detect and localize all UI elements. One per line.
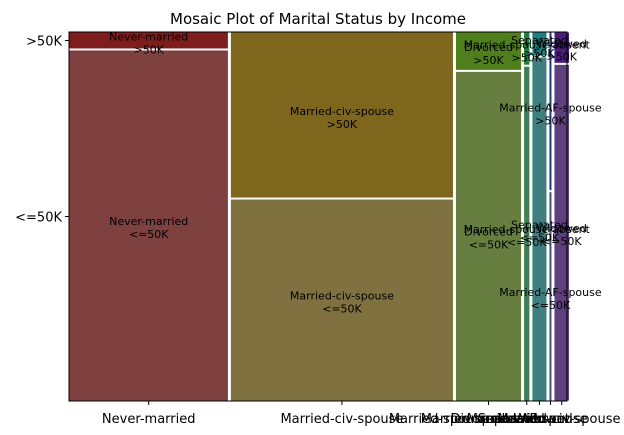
cell-never-married-le50k (68, 49, 229, 402)
cell-label-never-married-le50k: Never-married <=50K (109, 215, 188, 241)
cell-label-widowed-le50k: Widowed <=50K (537, 222, 587, 248)
y-tick-label: >50K (26, 34, 62, 49)
cell-label-married-civ-spouse-gt50k: Married-civ-spouse >50K (290, 105, 394, 131)
chart-title: Mosaic Plot of Marital Status by Income (170, 10, 466, 28)
cell-label-married-spouse-absent-le50k: Married-spouse-absent <=50K (464, 223, 591, 249)
x-tick-label: Married-civ-spouse (280, 412, 403, 427)
cell-married-civ-spouse-le50k (229, 198, 454, 402)
cell-label-separated-le50k: Separated <=50K (511, 218, 568, 244)
x-tick-label: Married-spouse-absent (421, 412, 570, 427)
x-tick-label: Married-AF-spouse (467, 412, 588, 427)
cell-label-widowed-gt50k: Widowed >50K (537, 38, 587, 64)
x-tick-label: Widowed (513, 412, 572, 427)
cell-label-never-married-gt50k: Never-married >50K (109, 30, 188, 56)
cell-label-married-civ-spouse-le50k: Married-civ-spouse <=50K (290, 290, 394, 316)
x-tick-label: Divorced (451, 412, 509, 427)
cell-divorced-gt50k (454, 31, 523, 71)
cell-label-separated-gt50k: Separated >50K (511, 34, 568, 60)
x-tick-label: Married-spouse-absent (389, 412, 538, 427)
cell-label-married-af-spouse-gt50k: Married-AF-spouse >50K (499, 101, 602, 127)
cell-label-divorced-le50k: Divorced <=50K (464, 226, 513, 252)
cell-label-married-af-spouse-le50k: Married-AF-spouse <=50K (499, 286, 602, 312)
cell-label-married-spouse-absent-gt50k: Married-spouse-absent >50K (464, 39, 591, 65)
x-tick-label: Never-married (102, 412, 196, 427)
y-tick-label: <=50K (15, 211, 62, 226)
x-tick-label: Married-civ-spouse (498, 412, 621, 427)
cell-label-divorced-gt50k: Divorced >50K (464, 41, 513, 67)
x-tick-label: Separated (478, 412, 545, 427)
